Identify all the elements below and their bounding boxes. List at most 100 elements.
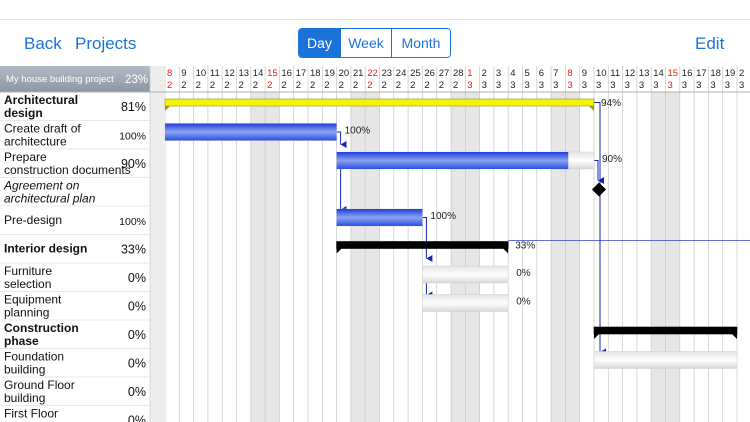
day-label: 26 xyxy=(424,68,435,79)
day-label: 12 xyxy=(224,68,235,79)
task-progress: 0% xyxy=(128,385,146,399)
month-label: 3 xyxy=(682,80,687,91)
summary-bar-right-cap xyxy=(589,106,594,111)
day-label: 2 xyxy=(739,68,744,79)
summary-progress-label: 94% xyxy=(601,98,621,109)
day-label: 11 xyxy=(210,68,220,79)
day-label: 13 xyxy=(639,68,650,79)
task-bar-progress[interactable] xyxy=(336,152,569,169)
month-label: 2 xyxy=(324,80,329,91)
task-name: Create draft of architecture xyxy=(4,122,81,149)
month-label: 2 xyxy=(296,80,301,91)
day-label: 20 xyxy=(339,68,350,79)
task-name: Interior design xyxy=(4,242,87,256)
day-label: 15 xyxy=(267,68,278,79)
day-label: 13 xyxy=(239,68,250,79)
header-spacer xyxy=(150,66,165,422)
task-name: Pre-design xyxy=(4,213,62,227)
day-label: 9 xyxy=(181,68,186,79)
weekend-column xyxy=(651,92,666,422)
task-bar-progress[interactable] xyxy=(165,123,337,141)
day-label: 1 xyxy=(467,68,472,79)
month-label: 2 xyxy=(353,80,358,91)
month-label: 2 xyxy=(181,80,186,91)
summary-bar[interactable] xyxy=(593,326,738,335)
task-progress: 0% xyxy=(128,271,146,285)
view-segmented-control: Day Week Month xyxy=(298,28,451,58)
day-label: 6 xyxy=(539,68,544,79)
task-name: Agreement on architectural plan xyxy=(3,179,96,206)
task-progress-label: 90% xyxy=(602,154,622,165)
month-label: 3 xyxy=(525,80,530,91)
weekend-column xyxy=(665,92,680,422)
task-name: Foundation building xyxy=(4,350,64,377)
summary-bar[interactable] xyxy=(336,241,509,249)
dependency-arrow xyxy=(594,102,606,356)
day-label: 18 xyxy=(310,68,321,79)
day-label: 10 xyxy=(596,68,607,79)
day-label: 16 xyxy=(281,68,292,79)
month-label: 3 xyxy=(639,80,644,91)
tab-week[interactable]: Week xyxy=(340,29,391,57)
month-label: 3 xyxy=(668,80,673,91)
task-progress: 33% xyxy=(121,243,146,257)
tab-month[interactable]: Month xyxy=(391,29,450,57)
month-label: 2 xyxy=(439,80,444,91)
weekend-column xyxy=(565,92,580,422)
day-label: 22 xyxy=(367,68,378,79)
day-label: 24 xyxy=(396,68,407,79)
month-label: 2 xyxy=(396,80,401,91)
day-label: 15 xyxy=(668,68,679,79)
month-label: 2 xyxy=(167,80,172,91)
project-name: My house building project xyxy=(6,74,114,85)
weekend-column xyxy=(365,92,380,422)
summary-bar-right-cap xyxy=(503,248,509,254)
day-label: 14 xyxy=(253,68,264,79)
month-label: 2 xyxy=(410,80,415,91)
weekend-column xyxy=(451,92,466,422)
day-label: 14 xyxy=(653,68,664,79)
task-bar[interactable] xyxy=(593,351,738,369)
day-label: 18 xyxy=(710,68,721,79)
month-label: 2 xyxy=(224,80,229,91)
month-label: 3 xyxy=(710,80,715,91)
task-name: Prepare construction documents xyxy=(4,150,131,177)
day-label: 7 xyxy=(553,68,558,79)
day-label: 27 xyxy=(439,68,450,79)
day-label: 19 xyxy=(725,68,736,79)
task-name: Ground Floor building xyxy=(4,378,75,405)
task-bar-progress[interactable] xyxy=(336,209,423,226)
month-label: 2 xyxy=(339,80,344,91)
summary-bar-left-cap xyxy=(594,334,599,339)
month-label: 2 xyxy=(267,80,272,91)
month-label: 3 xyxy=(482,80,487,91)
task-progress: 100% xyxy=(119,216,146,228)
tab-day[interactable]: Day xyxy=(299,29,340,57)
day-label: 12 xyxy=(625,68,636,79)
weekend-column xyxy=(551,92,566,422)
task-progress: 81% xyxy=(121,100,146,114)
day-label: 3 xyxy=(496,68,501,79)
month-label: 2 xyxy=(196,80,201,91)
task-bar[interactable] xyxy=(422,294,509,312)
month-label: 3 xyxy=(725,80,730,91)
day-label: 11 xyxy=(610,68,620,79)
milestone-diamond[interactable] xyxy=(592,182,606,197)
back-button[interactable]: Back xyxy=(24,34,62,53)
month-label: 3 xyxy=(625,80,630,91)
project-progress: 23% xyxy=(125,74,148,86)
day-label: 10 xyxy=(196,68,207,79)
month-label: 3 xyxy=(653,80,658,91)
task-bar[interactable] xyxy=(422,265,509,284)
summary-bar-left-cap xyxy=(165,106,170,111)
projects-button[interactable]: Projects xyxy=(75,34,137,53)
month-label: 3 xyxy=(539,80,544,91)
month-label: 3 xyxy=(596,80,601,91)
month-label: 2 xyxy=(424,80,429,91)
month-label: 3 xyxy=(610,80,615,91)
summary-bar[interactable] xyxy=(164,98,595,107)
day-label: 25 xyxy=(410,68,421,79)
month-label: 2 xyxy=(367,80,372,91)
edit-button[interactable]: Edit xyxy=(695,34,725,53)
month-label: 2 xyxy=(210,80,215,91)
